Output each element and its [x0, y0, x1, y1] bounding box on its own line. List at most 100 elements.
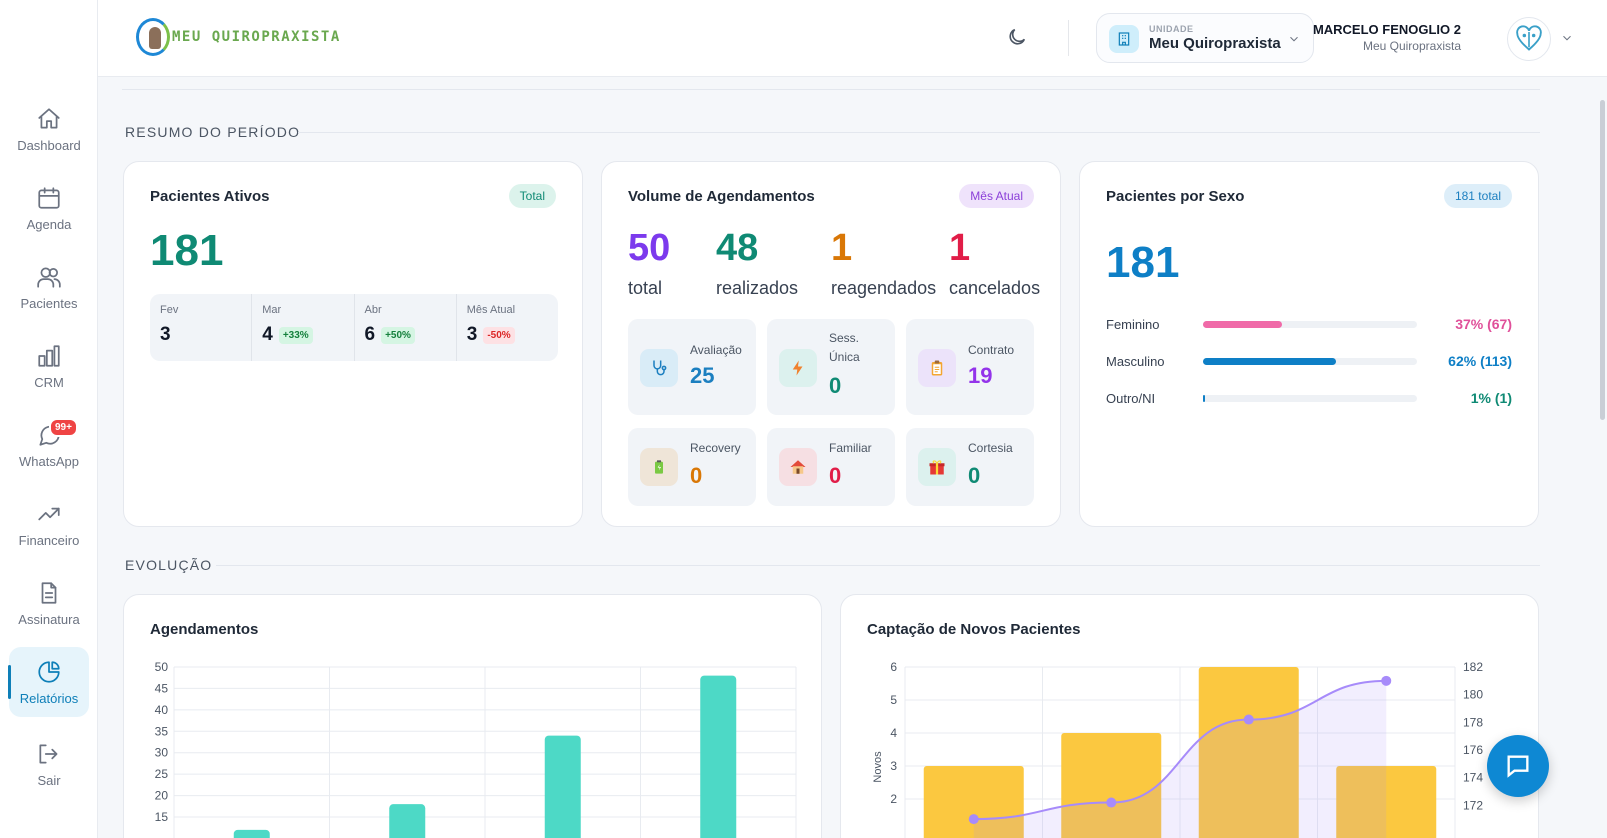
bar [389, 804, 426, 838]
heart-logo-icon [1516, 25, 1542, 51]
month-label: Fev [160, 304, 179, 316]
chart-title: Agendamentos [150, 621, 259, 638]
tile-cortesia[interactable]: Cortesia 0 [906, 428, 1034, 506]
sidebar-item-label: CRM [34, 374, 64, 390]
progress-fill [1203, 395, 1206, 402]
tile-label: Recovery [690, 441, 741, 455]
sidebar-item-relatorios[interactable]: Relatórios [8, 647, 89, 717]
period-pill: Mês Atual [959, 184, 1034, 208]
month-item: Mês Atual 3 -50% [457, 294, 558, 361]
month-value: 4 [262, 324, 273, 345]
stat-label: reagendados [831, 278, 937, 298]
sidebar-item-label: Agenda [26, 216, 72, 232]
sidebar-item-financeiro[interactable]: Financeiro [9, 489, 89, 559]
sidebar-item-label: Assinatura [18, 611, 80, 627]
tile-avaliacao[interactable]: Avaliação 25 [628, 319, 756, 415]
bar-chart-icon [38, 344, 60, 367]
tile-sessao-unica[interactable]: Sess. Única 0 [767, 319, 895, 415]
user-clinic: Meu Quiropraxista [1362, 39, 1461, 53]
stat-label: total [628, 278, 663, 298]
lightning-icon [779, 349, 817, 387]
top-divider [122, 89, 1540, 90]
bar [923, 766, 1024, 838]
sidebar-item-agenda[interactable]: Agenda [9, 173, 89, 243]
chat-bubble-icon [1507, 755, 1529, 778]
sex-label: Masculino [1106, 354, 1165, 369]
line-point [1243, 714, 1254, 725]
chevron-down-icon[interactable] [1560, 31, 1574, 45]
active-patients-total: 181 [150, 226, 224, 275]
y-right-tick-label: 178 [1463, 715, 1483, 729]
y-right-tick-label: 182 [1463, 660, 1483, 674]
sidebar-item-dashboard[interactable]: Dashboard [9, 94, 89, 164]
tile-contrato[interactable]: Contrato 19 [906, 319, 1034, 415]
header-divider [1068, 20, 1069, 56]
unit-label: UNIDADE [1149, 24, 1194, 34]
delta-badge: +50% [381, 326, 415, 344]
sidebar: Dashboard Agenda Pacientes CRM WhatsApp … [0, 0, 98, 838]
month-value: 3 [160, 324, 171, 345]
line-point [1381, 675, 1392, 686]
month-value: 3 [466, 324, 478, 345]
y-right-tick-label: 176 [1463, 743, 1483, 757]
line-area [973, 680, 1387, 838]
moon-icon[interactable] [1006, 26, 1028, 48]
sidebar-item-label: Relatórios [19, 690, 79, 706]
user-name: MARCELO FENOGLIO 2 [1312, 22, 1461, 37]
card-pacientes-ativos: Pacientes Ativos Total 181 Fev 3 Mar 4 +3… [123, 161, 583, 527]
sex-value: 62% (113) [1448, 353, 1512, 369]
month-label: Abr [364, 304, 382, 316]
logo[interactable]: MEU QUIROPRAXISTA [136, 18, 341, 56]
logo-mark-icon [136, 18, 170, 56]
stat-value: 50 [628, 227, 671, 269]
stat-value: 48 [716, 227, 759, 269]
stat-cancelados: 1 cancelados [949, 226, 1040, 299]
y-tick-label: 45 [155, 681, 169, 695]
sidebar-item-assinatura[interactable]: Assinatura [9, 568, 89, 638]
tile-value: 0 [829, 373, 842, 398]
monthly-breakdown: Fev 3 Mar 4 +33% Abr 6 +50% Mês Atual 3 -50… [150, 294, 558, 361]
calendar-icon [38, 186, 60, 209]
tile-label: Avaliação [690, 343, 742, 357]
avatar[interactable] [1507, 17, 1551, 61]
delta-badge: -50% [483, 326, 515, 344]
y-axis-label: Novos [872, 751, 884, 783]
sidebar-item-crm[interactable]: CRM [9, 331, 89, 401]
month-item: Mar 4 +33% [252, 294, 355, 361]
tile-value: 19 [968, 363, 993, 388]
support-chat-button[interactable] [1487, 735, 1549, 797]
sex-total: 181 [1106, 238, 1180, 287]
sex-row-feminino: Feminino 37% (67) [1106, 314, 1512, 334]
card-title: Pacientes Ativos [150, 188, 270, 205]
tile-value: 25 [690, 363, 715, 388]
sex-row-outro: Outro/NI 1% (1) [1106, 388, 1512, 408]
sex-value: 37% (67) [1455, 316, 1512, 332]
trending-up-icon [38, 507, 60, 520]
y-left-tick-label: 5 [890, 693, 897, 707]
clipboard-icon [918, 349, 956, 387]
tile-value: 0 [829, 463, 842, 488]
sex-label: Feminino [1106, 317, 1160, 332]
sidebar-item-sair[interactable]: Sair [9, 729, 89, 799]
bar [233, 829, 270, 838]
stat-value: 1 [831, 227, 853, 269]
bar [1198, 667, 1299, 838]
sidebar-item-whatsapp[interactable]: WhatsApp 99+ [9, 410, 89, 480]
progress-track [1203, 358, 1417, 365]
delta-badge: +33% [278, 326, 313, 344]
tile-label: Cortesia [968, 441, 1013, 455]
y-tick-label: 30 [155, 746, 169, 760]
bar [544, 735, 581, 838]
stat-label: cancelados [949, 278, 1041, 298]
scrollbar[interactable] [1600, 100, 1605, 420]
tile-recovery[interactable]: Recovery 0 [628, 428, 756, 506]
sidebar-item-pacientes[interactable]: Pacientes [9, 252, 89, 322]
y-left-tick-label: 3 [890, 759, 897, 773]
tile-familiar[interactable]: Familiar 0 [767, 428, 895, 506]
unit-selector[interactable]: UNIDADE Meu Quiropraxista [1096, 13, 1314, 63]
tile-label: Familiar [829, 441, 872, 455]
month-label: Mês Atual [466, 304, 516, 316]
y-right-tick-label: 172 [1463, 798, 1483, 812]
y-tick-label: 25 [155, 767, 169, 781]
y-tick-label: 50 [155, 660, 169, 674]
